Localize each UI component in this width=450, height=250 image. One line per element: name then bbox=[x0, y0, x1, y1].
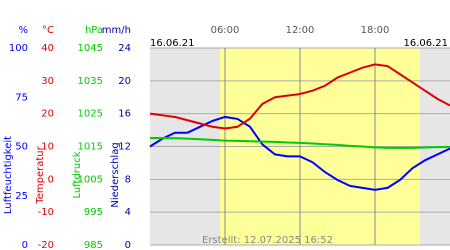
y-tick-label: 1015 bbox=[78, 142, 103, 153]
y-tick-label: 12 bbox=[118, 142, 131, 153]
y-tick-label: 8 bbox=[125, 174, 131, 185]
y-tick-label: -20 bbox=[38, 240, 54, 250]
y-tick-label: 10 bbox=[41, 142, 54, 153]
y-tick-label: 16 bbox=[118, 109, 131, 120]
y-tick-label: 1045 bbox=[78, 43, 103, 54]
y-tick-label: 25 bbox=[15, 191, 28, 202]
y-tick-label: -10 bbox=[38, 207, 54, 218]
y-tick-label: 40 bbox=[41, 43, 54, 54]
axis-title: Temperatur bbox=[35, 145, 46, 204]
y-tick-label: 4 bbox=[125, 207, 131, 218]
x-tick-label: 18:00 bbox=[361, 25, 390, 36]
x-tick-label: 12:00 bbox=[286, 25, 315, 36]
series-line bbox=[150, 136, 450, 149]
axis-title: Luftdruck bbox=[72, 151, 83, 198]
y-tick-label: 100 bbox=[9, 43, 28, 54]
date-left: 16.06.21 bbox=[150, 38, 195, 49]
series-line bbox=[149, 63, 450, 130]
axis-unit: hPa bbox=[85, 25, 103, 36]
axis-unit: % bbox=[18, 25, 28, 36]
y-tick-label: 995 bbox=[84, 207, 103, 218]
y-tick-label: 75 bbox=[15, 92, 28, 103]
y-tick-label: 30 bbox=[41, 76, 54, 87]
date-right: 16.06.21 bbox=[403, 38, 448, 49]
y-tick-label: 0 bbox=[48, 174, 54, 185]
series-line bbox=[149, 115, 450, 191]
y-tick-label: 20 bbox=[41, 109, 54, 120]
y-tick-label: 985 bbox=[84, 240, 103, 250]
footer: Erstellt: 12.07.2025 16:52 bbox=[202, 235, 333, 246]
y-tick-label: 1035 bbox=[78, 76, 103, 87]
y-tick-label: 0 bbox=[22, 240, 28, 250]
y-tick-label: 0 bbox=[125, 240, 131, 250]
y-tick-label: 20 bbox=[118, 76, 131, 87]
axis-title: Niederschlag bbox=[110, 142, 121, 207]
axis-unit: mm/h bbox=[102, 25, 131, 36]
x-tick-label: 06:00 bbox=[211, 25, 240, 36]
y-tick-label: 1025 bbox=[78, 109, 103, 120]
y-tick-label: 1005 bbox=[78, 174, 103, 185]
axis-unit: °C bbox=[42, 25, 54, 36]
axis-title: Luftfeuchtigkeit bbox=[3, 136, 14, 214]
y-tick-label: 24 bbox=[118, 43, 131, 54]
y-tick-label: 50 bbox=[15, 142, 28, 153]
